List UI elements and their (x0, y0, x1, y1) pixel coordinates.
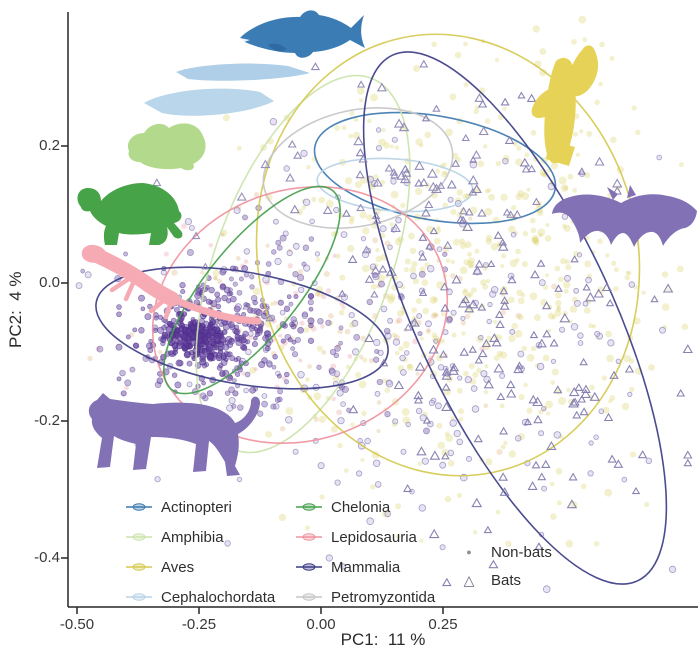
cephalochordata-ellipse-key-icon (126, 590, 152, 604)
ellipse-lepidosauria (151, 186, 449, 444)
legend-item-non-bats: ● Non-bats (456, 538, 552, 566)
legend-column-2: Chelonia Lepidosauria Mammalia Petromyzo… (296, 492, 435, 612)
ellipse-mammalia-non-bats (95, 266, 389, 390)
legend-item-mammalia: Mammalia (296, 552, 435, 582)
lepidosauria-ellipse-key-icon (296, 530, 322, 544)
legend-item-amphibia: Amphibia (126, 522, 275, 552)
chelonia-ellipse-key-icon (296, 500, 322, 514)
y-tick-label: 0.2 (39, 137, 60, 154)
non-bats-circle-icon: ● (466, 547, 472, 557)
y-tick-label: -0.2 (34, 412, 60, 429)
legend-item-aves: Aves (126, 552, 275, 582)
legend-label: Cephalochordata (161, 588, 276, 606)
legend-item-actinopteri: Actinopteri (126, 492, 275, 522)
ellipse-mammalia-bats (362, 51, 668, 585)
legend-label: Actinopteri (161, 498, 232, 516)
legend-label: Mammalia (331, 558, 401, 576)
legend-label: Bats (491, 571, 522, 589)
legend-label: Chelonia (331, 498, 391, 516)
y-axis-title: PC2: 4 % (6, 271, 25, 349)
x-axis-title: PC1: 11 % (340, 630, 426, 649)
silhouettes-layer (77, 10, 697, 476)
legend-label: Aves (161, 558, 195, 576)
legend-label: Amphibia (161, 528, 224, 546)
axes-layer (61, 12, 698, 614)
lizard-lepidosauria-silhouette (81, 244, 262, 325)
bat-mammalia-silhouette (552, 185, 697, 247)
lancelet-1-cephalochordata-silhouette (176, 63, 310, 81)
lancelet-2-cephalochordata-silhouette (144, 88, 274, 116)
legend-shapes: ● Non-bats △ Bats (456, 538, 552, 594)
legend-item-lepidosauria: Lepidosauria (296, 522, 435, 552)
ellipse-chelonia (163, 185, 341, 395)
ellipse-actinopteri (313, 111, 557, 225)
ellipse-petromyzontida (262, 107, 454, 229)
petromyzontida-ellipse-key-icon (296, 590, 322, 604)
x-tick-label: -0.50 (59, 616, 95, 633)
legend-item-chelonia: Chelonia (296, 492, 435, 522)
legend-label: Lepidosauria (331, 528, 417, 546)
bird-aves-silhouette (531, 45, 599, 166)
x-tick-label: -0.25 (181, 616, 217, 633)
turtle-chelonia-silhouette (77, 183, 183, 245)
x-tick-label: 0.00 (306, 616, 336, 633)
aves-ellipse-key-icon (126, 560, 152, 574)
panther-mammalia-silhouette (88, 393, 260, 476)
ellipse-cephalochordata (316, 157, 474, 213)
bat-triangles-layer (152, 59, 693, 587)
actinopteri-ellipse-key-icon (126, 500, 152, 514)
bats-triangle-icon: △ (463, 571, 475, 588)
mammalia-ellipse-key-icon (296, 560, 322, 574)
fish-actinopteri-silhouette (240, 10, 365, 58)
frog-amphibia-silhouette (127, 123, 206, 171)
legend-item-petromyzontida: Petromyzontida (296, 582, 435, 612)
legend-item-bats: △ Bats (456, 566, 552, 594)
x-tick-label: 0.25 (428, 616, 458, 633)
y-tick-label: 0.0 (39, 274, 60, 291)
legend-label: Non-bats (491, 543, 552, 561)
legend-item-cephalochordata: Cephalochordata (126, 582, 275, 612)
legend-column-1: Actinopteri Amphibia Aves Cephalochordat… (126, 492, 275, 612)
y-tick-label: -0.4 (34, 549, 60, 566)
legend-label: Petromyzontida (331, 588, 436, 606)
amphibia-ellipse-key-icon (126, 530, 152, 544)
